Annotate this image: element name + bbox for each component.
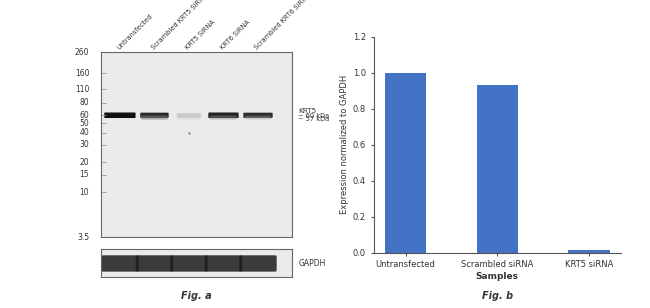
FancyBboxPatch shape <box>239 255 277 272</box>
Text: 50: 50 <box>79 119 89 128</box>
Text: KRT6 SiRNA: KRT6 SiRNA <box>219 19 251 51</box>
Text: Fig. b: Fig. b <box>482 291 513 301</box>
Bar <box>476 85 518 253</box>
Y-axis label: Expression normalized to GAPDH: Expression normalized to GAPDH <box>340 75 348 214</box>
FancyBboxPatch shape <box>245 116 271 120</box>
Text: 3.5: 3.5 <box>77 233 89 242</box>
FancyBboxPatch shape <box>205 255 242 272</box>
Text: Fig. a: Fig. a <box>181 291 212 301</box>
FancyBboxPatch shape <box>104 112 136 118</box>
Text: GAPDH: GAPDH <box>298 259 326 268</box>
Text: KRT5 SiRNA: KRT5 SiRNA <box>185 19 216 51</box>
FancyBboxPatch shape <box>243 113 272 118</box>
Text: 60: 60 <box>79 111 89 120</box>
Text: 20: 20 <box>79 158 89 167</box>
FancyBboxPatch shape <box>140 113 168 118</box>
Text: Untransfected: Untransfected <box>116 13 153 51</box>
FancyBboxPatch shape <box>177 116 200 119</box>
Text: Scrambled KRT5 SiRNA: Scrambled KRT5 SiRNA <box>150 0 209 51</box>
Text: 30: 30 <box>79 140 89 149</box>
FancyBboxPatch shape <box>141 115 168 120</box>
Text: 160: 160 <box>75 69 89 78</box>
Text: 260: 260 <box>75 48 89 57</box>
Bar <box>385 73 426 253</box>
Text: 80: 80 <box>79 99 89 107</box>
Text: KRT5: KRT5 <box>298 107 317 114</box>
Text: 15: 15 <box>79 170 89 179</box>
Text: ~ 60 kDa: ~ 60 kDa <box>298 113 330 119</box>
Text: ~ 57 kDa: ~ 57 kDa <box>298 116 330 122</box>
Text: 40: 40 <box>79 128 89 137</box>
FancyBboxPatch shape <box>210 116 237 120</box>
Bar <box>568 250 610 253</box>
X-axis label: Samples: Samples <box>476 272 519 281</box>
Text: 110: 110 <box>75 85 89 94</box>
FancyBboxPatch shape <box>177 113 202 117</box>
FancyBboxPatch shape <box>170 255 207 272</box>
FancyBboxPatch shape <box>101 255 138 272</box>
FancyBboxPatch shape <box>208 112 239 118</box>
Text: Scrambled KRT6 SiRNA: Scrambled KRT6 SiRNA <box>254 0 312 51</box>
FancyBboxPatch shape <box>136 255 173 272</box>
Text: 10: 10 <box>79 188 89 197</box>
